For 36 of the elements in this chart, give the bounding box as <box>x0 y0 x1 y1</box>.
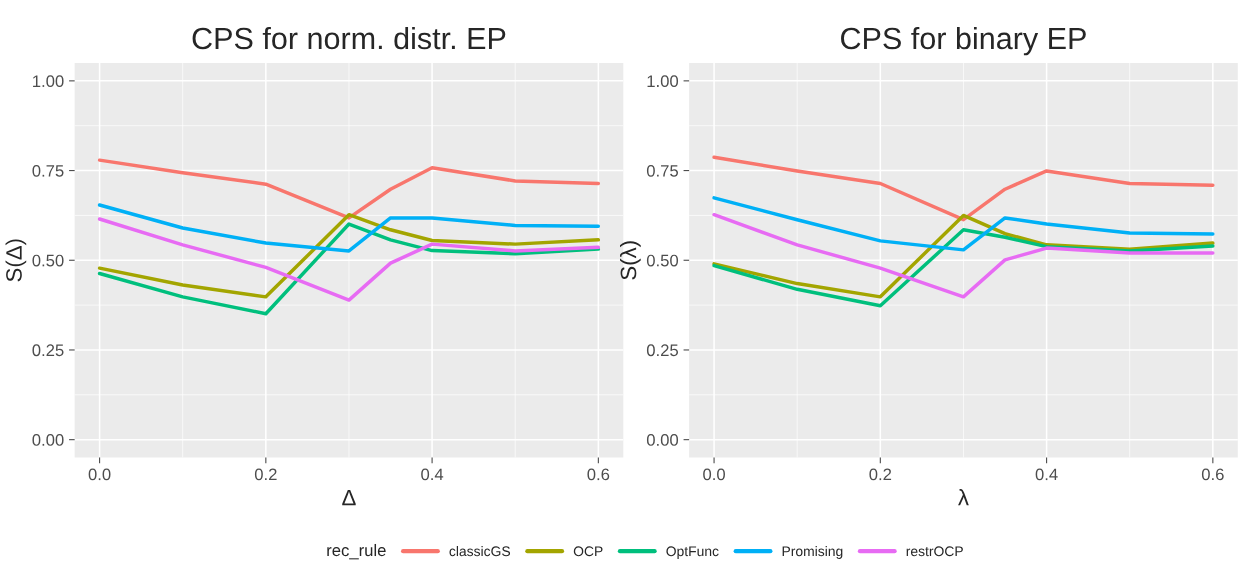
x-axis-title: Δ <box>342 489 356 506</box>
legend-label: Promising <box>782 545 843 559</box>
y-tick-label: 0.00 <box>646 434 679 446</box>
chart-title: CPS for norm. distr. EP <box>192 26 506 50</box>
chart-title: CPS for binary EP <box>841 26 1086 56</box>
y-tick-label: 1.00 <box>647 75 679 88</box>
x-tick-label: 0.2 <box>254 468 277 481</box>
x-tick-label: 0.6 <box>1201 468 1224 481</box>
line-series <box>712 228 1215 308</box>
x-tick-label: 0.4 <box>421 468 444 481</box>
y-tick-label: 0.75 <box>646 164 679 177</box>
line-series <box>712 155 1215 222</box>
legend-label: OCP <box>573 546 603 557</box>
y-tick-label: 1.00 <box>33 75 64 88</box>
y-axis-title: S(λ) <box>620 241 641 280</box>
x-tick-label: 0.4 <box>1035 468 1058 481</box>
x-tick-label: 0.2 <box>869 468 892 481</box>
legend-label: OptFunc <box>666 546 719 559</box>
x-axis-title: λ <box>958 489 969 506</box>
legend-label: classicGS <box>449 545 511 557</box>
line-series <box>712 196 1215 252</box>
legend-label: restrOCP <box>906 546 963 557</box>
legend-title: rec_rule <box>327 543 386 560</box>
y-axis-title: S(Δ) <box>5 239 27 282</box>
y-tick-label: 0.25 <box>646 344 679 357</box>
y-tick-label: 0.00 <box>32 434 64 446</box>
x-tick-label: 0.0 <box>703 468 725 481</box>
y-tick-label: 0.50 <box>646 254 679 267</box>
line-series <box>97 203 601 253</box>
y-tick-label: 0.50 <box>32 254 64 267</box>
x-tick-label: 0.6 <box>587 468 610 481</box>
x-tick-label: 0.0 <box>88 468 111 481</box>
y-tick-label: 0.25 <box>32 344 64 357</box>
y-tick-label: 0.75 <box>32 164 64 177</box>
line-series <box>97 158 601 220</box>
line-series <box>97 222 601 316</box>
